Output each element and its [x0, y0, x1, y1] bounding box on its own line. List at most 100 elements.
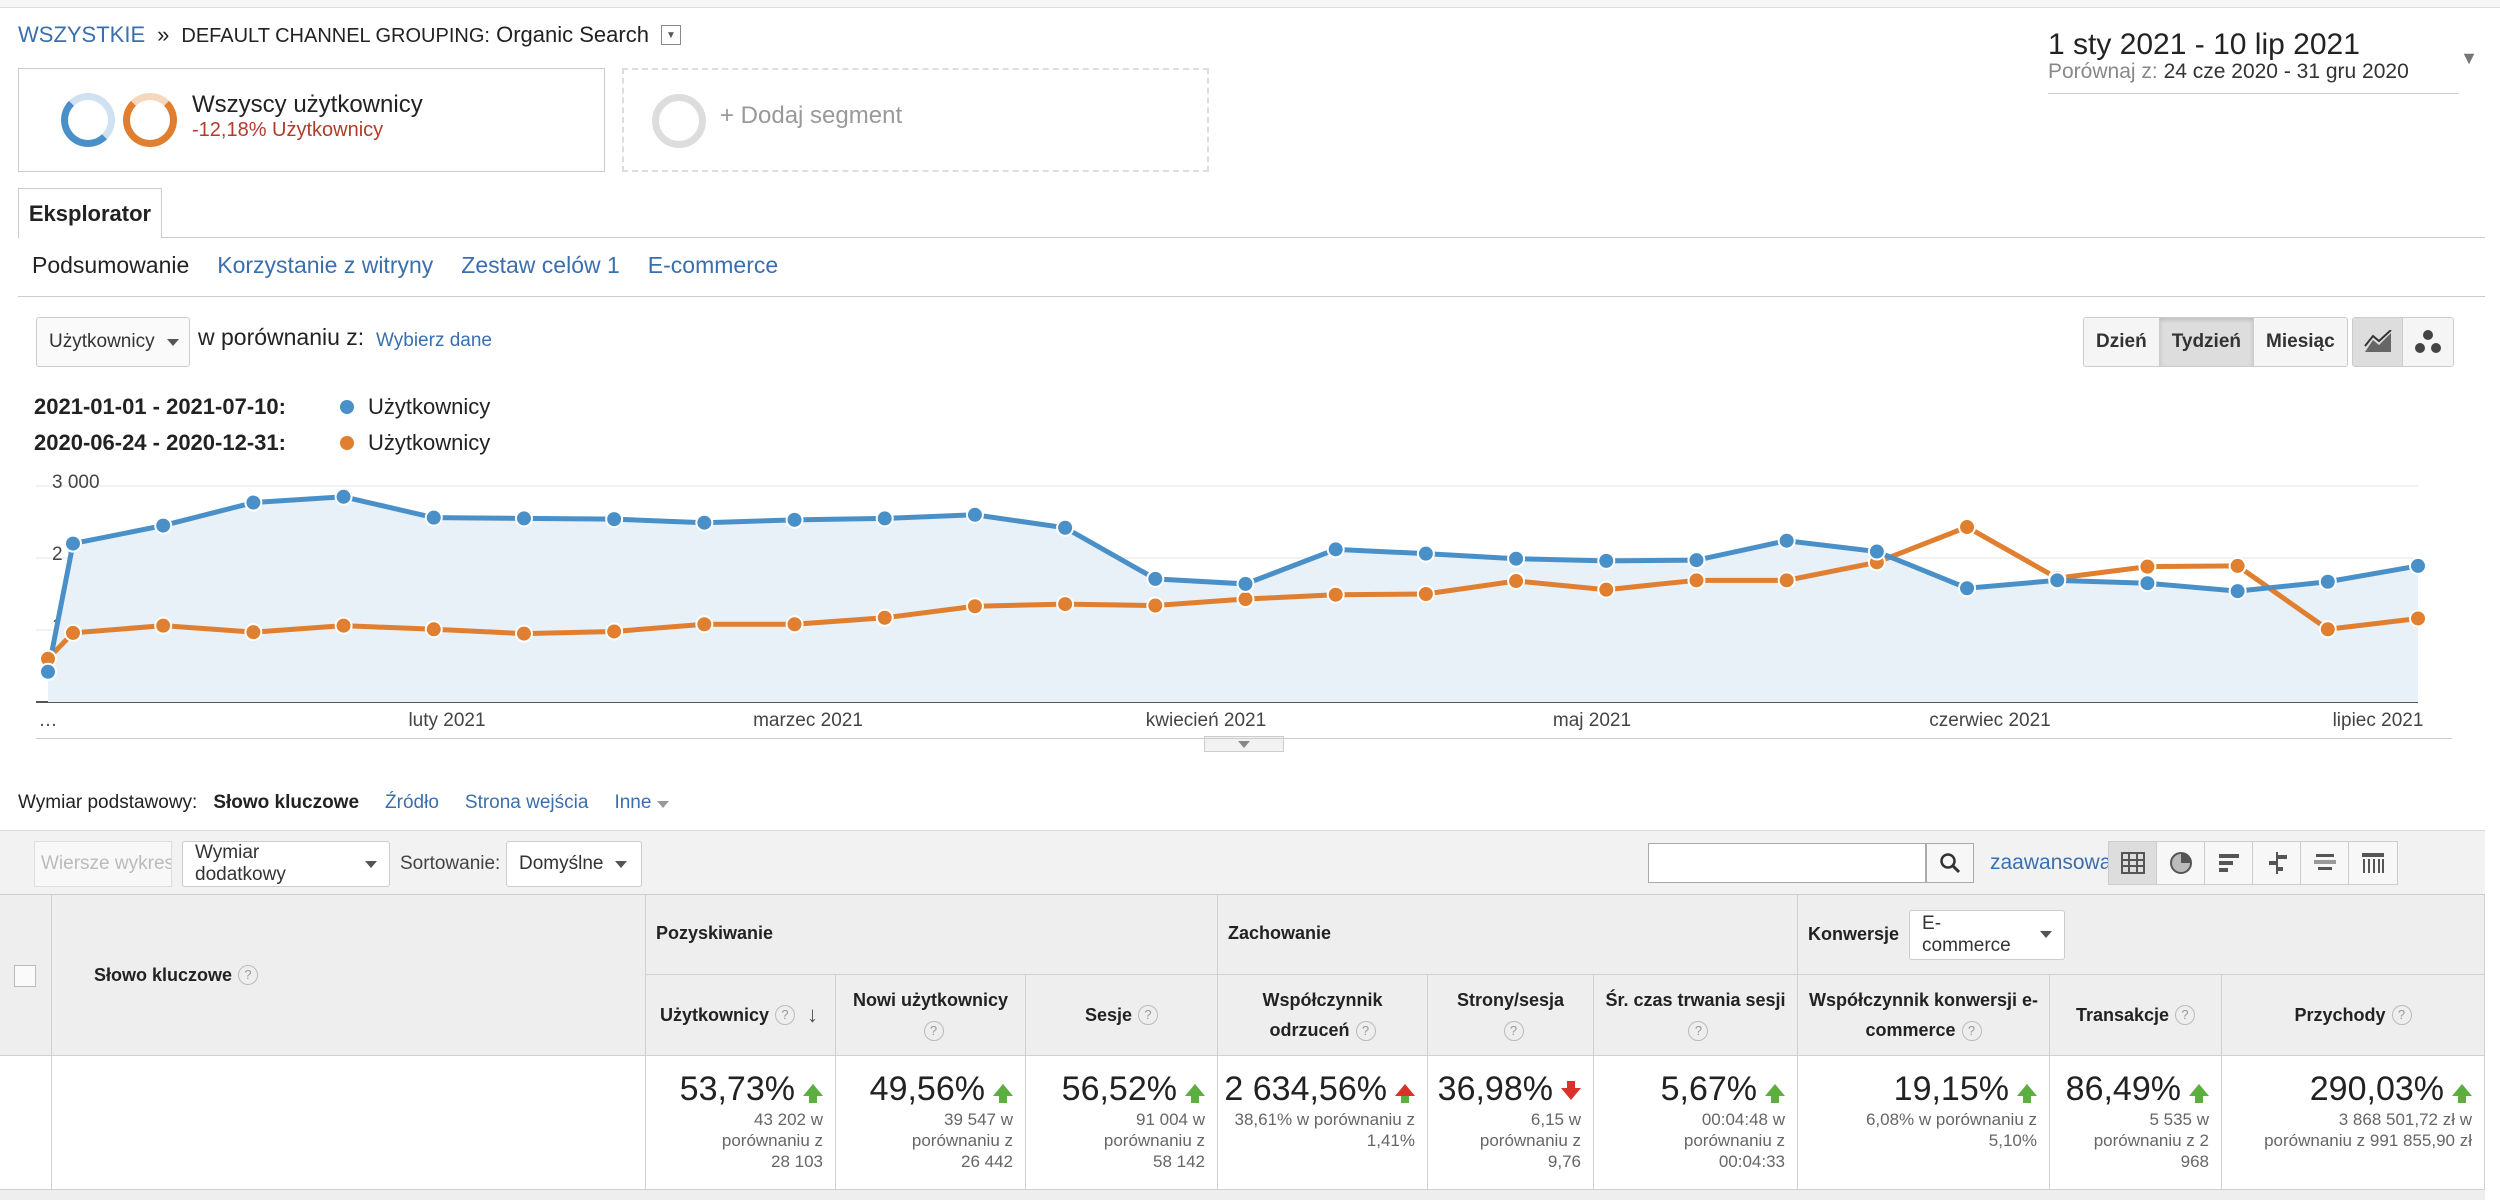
- point-previous[interactable]: [1958, 518, 1977, 537]
- point-current[interactable]: [965, 505, 984, 524]
- point-previous[interactable]: [2409, 609, 2427, 628]
- point-current[interactable]: [1867, 542, 1886, 561]
- chart-collapse-handle[interactable]: [1204, 736, 1284, 752]
- period-day-button[interactable]: Dzień: [2084, 318, 2160, 366]
- point-current[interactable]: [2409, 556, 2427, 575]
- pick-data-link[interactable]: Wybierz dane: [376, 330, 492, 351]
- subnav-ecommerce[interactable]: E-commerce: [647, 252, 779, 278]
- help-icon[interactable]: ?: [1688, 1021, 1709, 1042]
- select-all-checkbox[interactable]: [14, 965, 36, 987]
- point-current[interactable]: [2138, 574, 2157, 593]
- table-view-icon[interactable]: [2109, 842, 2157, 884]
- help-icon[interactable]: ?: [238, 965, 259, 985]
- point-previous[interactable]: [64, 623, 82, 642]
- search-button[interactable]: [1926, 843, 1974, 883]
- motion-chart-icon[interactable]: [2403, 318, 2453, 366]
- point-previous[interactable]: [424, 620, 443, 639]
- dimension-source[interactable]: Źródło: [385, 792, 439, 813]
- point-current[interactable]: [695, 513, 714, 532]
- term-cloud-view-icon[interactable]: [2301, 842, 2349, 884]
- point-previous[interactable]: [965, 597, 984, 616]
- point-previous[interactable]: [154, 616, 173, 635]
- comparison-view-icon[interactable]: [2253, 842, 2301, 884]
- point-current[interactable]: [1687, 551, 1706, 570]
- point-previous[interactable]: [1326, 585, 1345, 604]
- help-icon[interactable]: ?: [2391, 1005, 2412, 1025]
- grouping-dropdown-button[interactable]: ▼: [660, 25, 681, 45]
- point-current[interactable]: [1236, 574, 1255, 593]
- dimension-landing-page[interactable]: Strona wejścia: [464, 792, 589, 813]
- point-current[interactable]: [424, 508, 443, 527]
- advanced-filter-link[interactable]: zaawansowane: [1990, 851, 2135, 874]
- point-current[interactable]: [1958, 579, 1977, 598]
- dimension-header[interactable]: Słowo kluczowe?: [52, 895, 646, 1056]
- help-icon[interactable]: ?: [1961, 1021, 1982, 1042]
- point-current[interactable]: [39, 662, 57, 681]
- point-current[interactable]: [1777, 531, 1796, 550]
- dimension-other[interactable]: Inne: [614, 792, 669, 814]
- subnav-summary[interactable]: Podsumowanie: [32, 252, 190, 278]
- point-previous[interactable]: [875, 608, 894, 627]
- column-header-revenue[interactable]: Przychody?: [2222, 975, 2485, 1056]
- column-header-pages-per-session[interactable]: Strony/sesja?: [1428, 975, 1594, 1056]
- help-icon[interactable]: ?: [1503, 1021, 1524, 1042]
- subnav-goal-set[interactable]: Zestaw celów 1: [461, 252, 620, 278]
- point-current[interactable]: [605, 510, 624, 529]
- column-header-ecommerce-conversion-rate[interactable]: Współczynnik konwersji e-commerce?: [1798, 975, 2050, 1056]
- point-previous[interactable]: [1236, 590, 1255, 609]
- point-previous[interactable]: [2318, 620, 2337, 639]
- help-icon[interactable]: ?: [775, 1005, 796, 1025]
- point-previous[interactable]: [1597, 580, 1616, 599]
- point-current[interactable]: [514, 509, 533, 528]
- line-chart-icon[interactable]: [2353, 318, 2403, 366]
- conversions-select[interactable]: E-commerce: [1909, 909, 2066, 960]
- column-header-transactions[interactable]: Transakcje?: [2050, 975, 2222, 1056]
- pie-view-icon[interactable]: [2157, 842, 2205, 884]
- help-icon[interactable]: ?: [1355, 1021, 1376, 1042]
- help-icon[interactable]: ?: [923, 1021, 944, 1042]
- point-current[interactable]: [1507, 549, 1526, 568]
- point-previous[interactable]: [514, 624, 533, 643]
- point-current[interactable]: [875, 509, 894, 528]
- point-current[interactable]: [1146, 569, 1165, 588]
- point-current[interactable]: [2228, 582, 2247, 601]
- bar-view-icon[interactable]: [2205, 842, 2253, 884]
- point-previous[interactable]: [244, 623, 263, 642]
- point-previous[interactable]: [1056, 595, 1075, 614]
- add-segment-button[interactable]: + Dodaj segment: [622, 68, 1209, 172]
- point-current[interactable]: [1416, 544, 1435, 563]
- column-header-new-users[interactable]: Nowi użytkownicy?: [836, 975, 1026, 1056]
- point-previous[interactable]: [334, 616, 353, 635]
- point-current[interactable]: [1597, 551, 1616, 570]
- table-search-input[interactable]: [1648, 843, 1926, 883]
- point-previous[interactable]: [1146, 596, 1165, 615]
- point-previous[interactable]: [2138, 557, 2157, 576]
- point-previous[interactable]: [605, 622, 624, 641]
- help-icon[interactable]: ?: [2175, 1005, 2196, 1025]
- column-header-users[interactable]: Użytkownicy? ↓: [646, 975, 836, 1056]
- point-current[interactable]: [2318, 572, 2337, 591]
- point-current[interactable]: [334, 487, 353, 506]
- column-header-avg-session-duration[interactable]: Śr. czas trwania sesji?: [1594, 975, 1798, 1056]
- column-header-bounce-rate[interactable]: Współczynnik odrzuceń?: [1218, 975, 1428, 1056]
- period-week-button[interactable]: Tydzień: [2159, 318, 2255, 366]
- point-previous[interactable]: [1416, 585, 1435, 603]
- point-previous[interactable]: [785, 615, 804, 634]
- metric-select[interactable]: Użytkownicy: [36, 317, 190, 367]
- chart-rows-button[interactable]: Wiersze wykresu: [34, 841, 172, 887]
- segment-all-users[interactable]: Wszyscy użytkownicy -12,18% Użytkownicy: [18, 68, 605, 172]
- secondary-dimension-select[interactable]: Wymiar dodatkowy: [182, 841, 390, 887]
- breadcrumb-all-link[interactable]: WSZYSTKIE: [18, 22, 146, 47]
- point-current[interactable]: [785, 510, 804, 529]
- period-month-button[interactable]: Miesiąc: [2266, 331, 2335, 352]
- date-range-picker[interactable]: 1 sty 2021 - 10 lip 2021 Porównaj z: 24 …: [2048, 28, 2478, 94]
- point-previous[interactable]: [1777, 571, 1796, 590]
- column-header-sessions[interactable]: Sesje?: [1026, 975, 1218, 1056]
- point-current[interactable]: [244, 493, 263, 512]
- sort-select[interactable]: Domyślne: [506, 841, 642, 887]
- subnav-site-usage[interactable]: Korzystanie z witryny: [217, 252, 434, 278]
- point-previous[interactable]: [1687, 571, 1706, 590]
- point-current[interactable]: [2048, 571, 2067, 590]
- dimension-keyword[interactable]: Słowo kluczowe: [213, 792, 360, 813]
- point-previous[interactable]: [695, 615, 714, 634]
